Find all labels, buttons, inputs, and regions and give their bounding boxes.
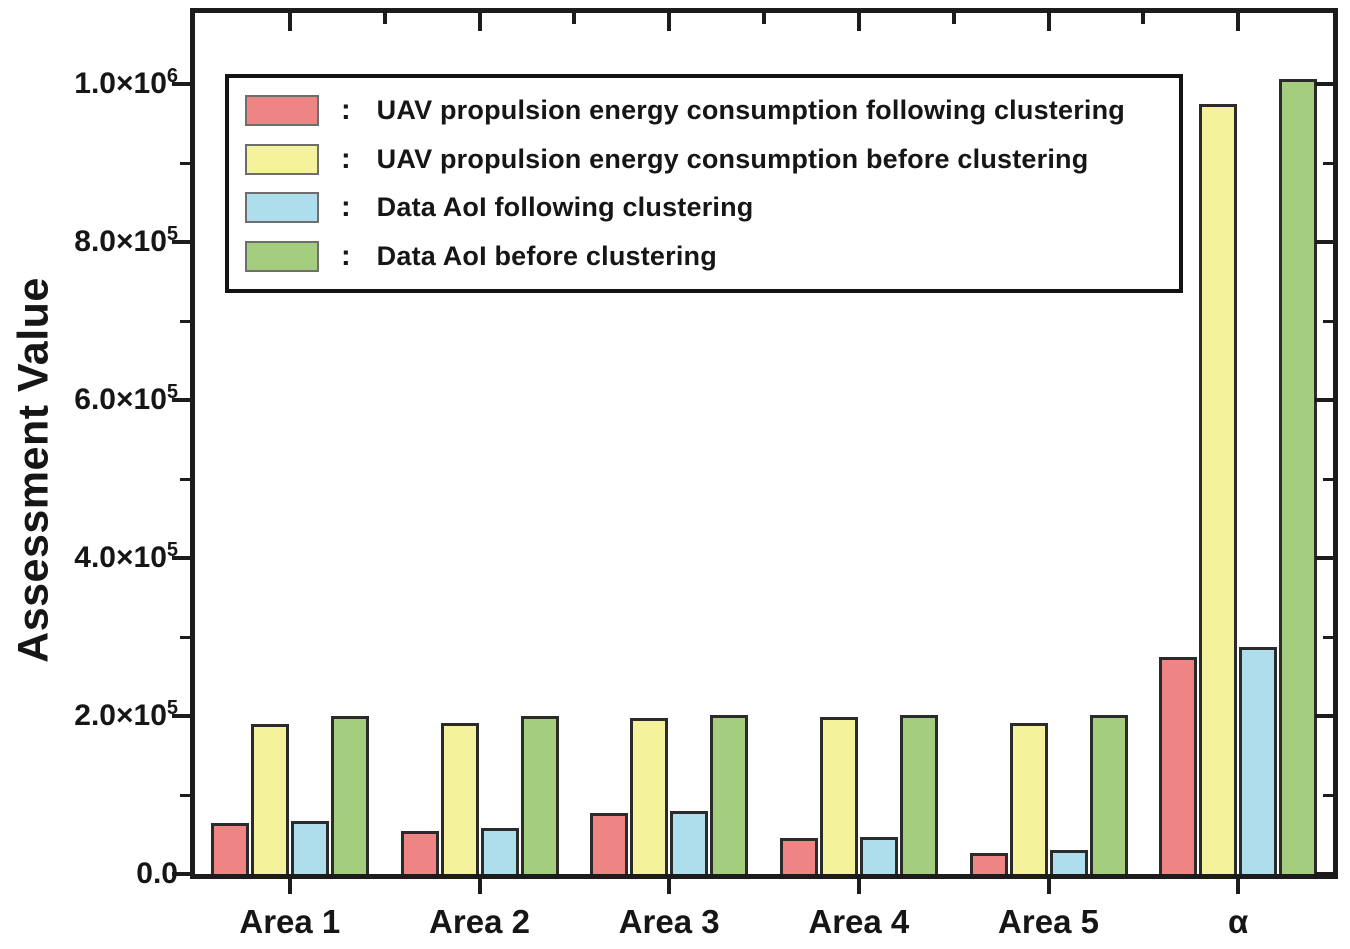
y-axis-minor-tick: [1323, 161, 1333, 165]
legend-separator: :: [341, 93, 351, 126]
legend-separator: :: [341, 142, 351, 175]
y-axis-major-tick: [172, 872, 190, 876]
bar: [1279, 78, 1318, 874]
bar: [1199, 103, 1238, 874]
legend-label: Data AoI following clustering: [376, 192, 754, 223]
y-axis-minor-tick: [1323, 477, 1333, 481]
bar: [480, 828, 519, 874]
x-axis-minor-tick: [762, 13, 766, 24]
bar: [290, 821, 329, 874]
y-axis-major-tick: [172, 714, 190, 719]
bar: [1239, 646, 1278, 874]
x-axis-major-tick: [287, 13, 292, 31]
y-axis-tick-label: 0.0: [136, 857, 178, 890]
y-axis-minor-tick: [1323, 319, 1333, 323]
legend-label: UAV propulsion energy consumption before…: [376, 143, 1089, 174]
legend: : UAV propulsion energy consumption foll…: [225, 74, 1183, 293]
legend-swatch-icon: [245, 192, 319, 224]
bar: [859, 836, 898, 874]
x-axis-major-tick: [287, 876, 292, 894]
bar: [400, 831, 439, 874]
bar: [250, 723, 289, 874]
x-axis-major-tick: [667, 13, 672, 31]
x-axis-tick-label: Area 3: [618, 903, 720, 940]
bar: [330, 716, 369, 874]
legend-separator: :: [341, 191, 351, 224]
x-axis-tick-label: Area 5: [998, 903, 1099, 940]
bar: [630, 717, 669, 874]
legend-separator: :: [341, 240, 351, 273]
x-axis-tick-label: Area 4: [808, 903, 910, 940]
y-axis-minor-tick: [180, 793, 190, 797]
x-axis-major-tick: [667, 876, 672, 894]
legend-swatch-icon: [245, 241, 319, 273]
bar: [1009, 723, 1048, 874]
x-axis-minor-tick: [951, 13, 956, 24]
y-axis-tick-label: 8.0×105: [74, 223, 178, 259]
x-axis-minor-tick: [1141, 13, 1146, 24]
y-axis-tick-label: 4.0×105: [74, 539, 178, 575]
y-axis-major-tick: [1315, 82, 1333, 87]
bar: [1089, 715, 1128, 874]
bar: [819, 716, 858, 874]
x-axis-major-tick: [1236, 876, 1241, 894]
y-axis-major-tick: [1315, 872, 1333, 876]
x-axis-major-tick: [477, 876, 482, 894]
y-axis-minor-tick: [180, 161, 190, 165]
x-axis-major-tick: [1046, 13, 1051, 31]
legend-label: UAV propulsion energy consumption follow…: [376, 94, 1125, 125]
legend-item: : UAV propulsion energy consumption foll…: [245, 94, 1169, 127]
bar: [520, 716, 559, 874]
y-axis-major-tick: [172, 398, 190, 403]
y-axis-major-tick: [1315, 556, 1333, 561]
y-axis-major-tick: [1315, 714, 1333, 719]
bar: [440, 723, 479, 874]
legend-item: : Data AoI before clustering: [245, 240, 1169, 273]
bar: [590, 813, 629, 874]
y-axis-major-tick: [1315, 240, 1333, 245]
y-axis-major-tick: [172, 240, 190, 245]
bar: [969, 852, 1008, 874]
x-axis-minor-tick: [382, 13, 387, 24]
y-axis-minor-tick: [180, 477, 190, 481]
legend-item: : Data AoI following clustering: [245, 191, 1169, 224]
x-axis-major-tick: [1236, 13, 1241, 31]
y-axis-minor-tick: [1323, 635, 1333, 639]
legend-label: Data AoI before clustering: [376, 241, 717, 272]
x-axis-major-tick: [477, 13, 482, 31]
y-axis-minor-tick: [180, 319, 190, 323]
y-axis-major-tick: [1315, 398, 1333, 403]
x-axis-tick-label: Area 2: [429, 903, 530, 940]
x-axis-major-tick: [1046, 876, 1051, 894]
y-axis-major-tick: [172, 556, 190, 561]
plot-inner: [195, 13, 1333, 876]
y-axis-tick-label: 2.0×105: [74, 697, 178, 733]
legend-swatch-icon: [245, 94, 319, 126]
bar: [210, 823, 249, 874]
bar: [710, 715, 749, 874]
bar: [1159, 656, 1198, 874]
y-axis-minor-tick: [180, 635, 190, 639]
x-axis-major-tick: [856, 13, 861, 31]
x-axis-tick-label: Area 1: [239, 903, 341, 940]
bar: [779, 837, 818, 874]
bar: [670, 810, 709, 874]
y-axis-major-tick: [172, 82, 190, 87]
y-axis-minor-tick: [1323, 793, 1333, 797]
x-axis-minor-tick: [572, 13, 577, 24]
x-axis-tick-label: α: [1228, 903, 1249, 940]
legend-swatch-icon: [245, 143, 319, 175]
y-axis-tick-label: 1.0×106: [74, 65, 178, 101]
x-axis-major-tick: [856, 876, 861, 894]
y-axis-title: Assessment Value: [9, 277, 58, 663]
y-axis-tick-label: 6.0×105: [74, 381, 178, 417]
bar: [1049, 850, 1088, 874]
legend-item: : UAV propulsion energy consumption befo…: [245, 143, 1169, 176]
bar: [899, 715, 938, 874]
